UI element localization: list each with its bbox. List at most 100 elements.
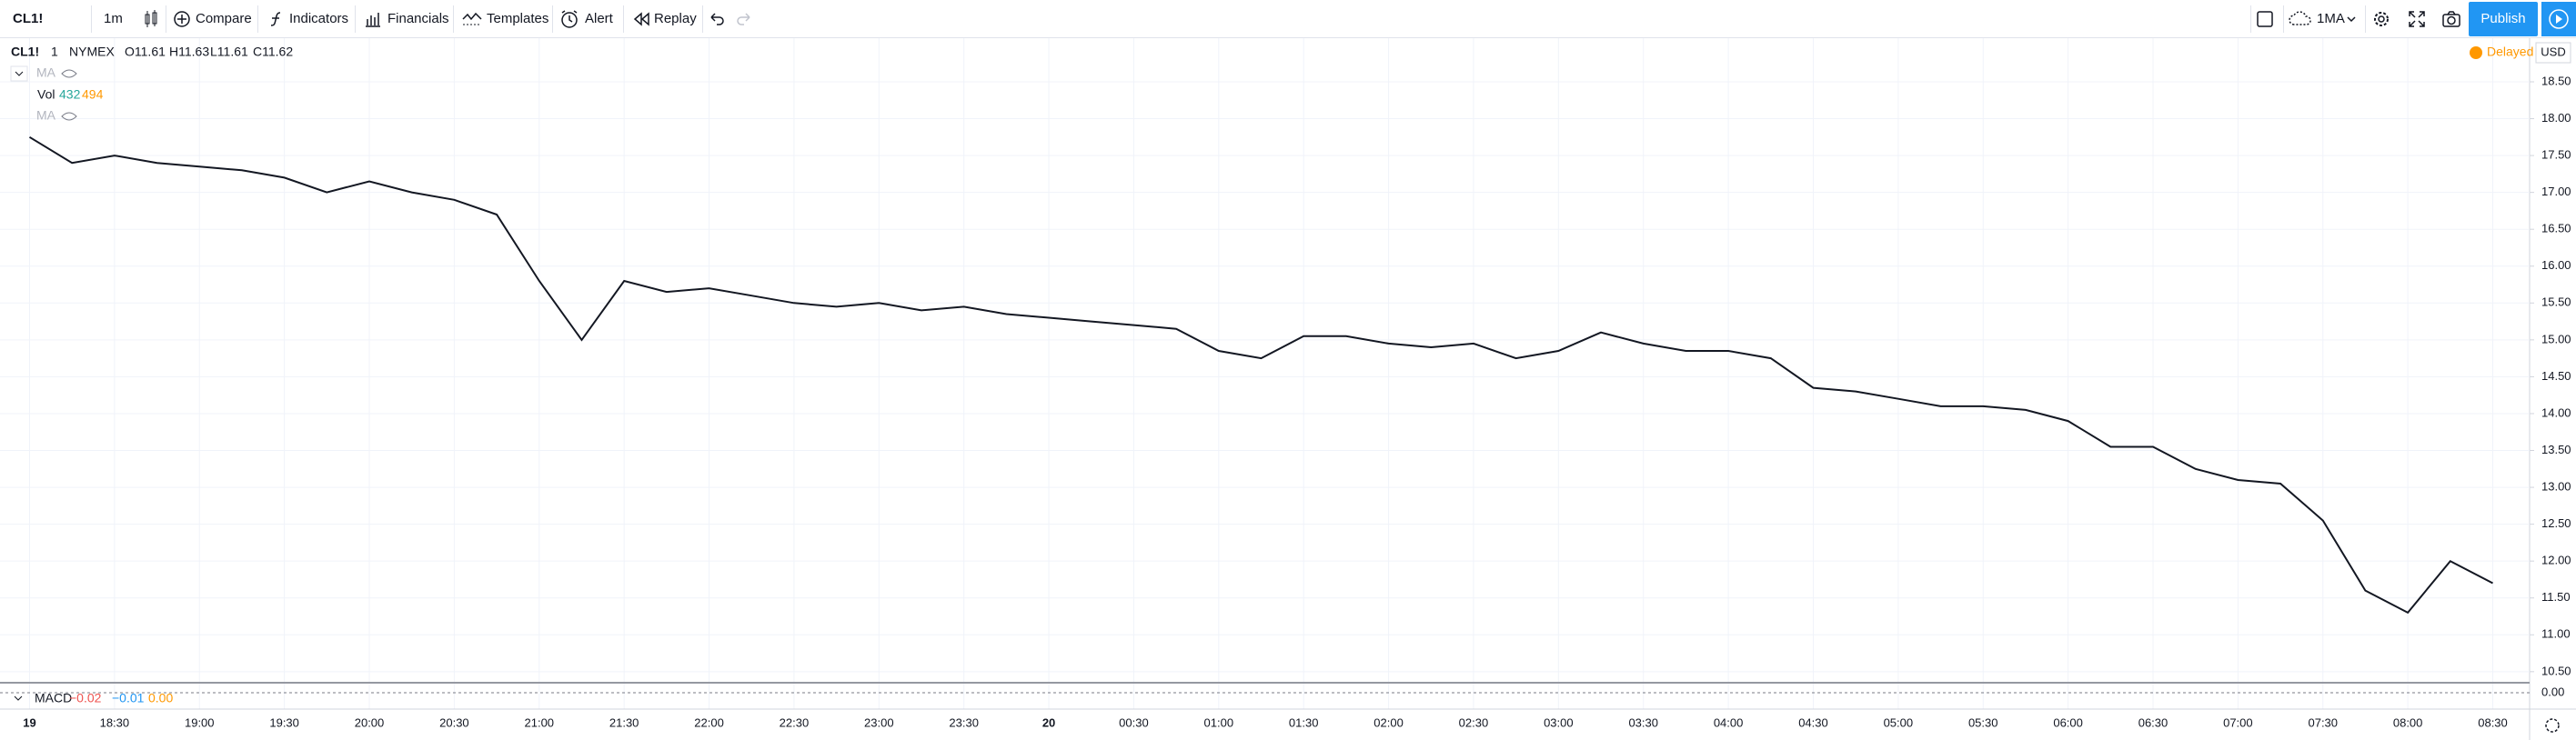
separator — [453, 5, 454, 33]
symbol[interactable]: CL1! — [13, 11, 44, 26]
axis-settings-icon[interactable] — [2545, 718, 2560, 733]
interval[interactable]: 1m — [104, 11, 123, 26]
chart-style-icon[interactable] — [142, 10, 160, 28]
collapse-toggle[interactable] — [10, 65, 28, 82]
legend-open: O11.61 — [125, 45, 166, 59]
legend-ma: MA — [36, 65, 56, 80]
macd-hist-value: 0.00 — [148, 691, 173, 705]
legend-interval: 1 — [51, 45, 58, 59]
x-tick-label: 07:00 — [2223, 715, 2253, 729]
y-tick-label: 13.50 — [2541, 443, 2571, 456]
x-tick-label: 23:00 — [864, 715, 894, 729]
x-tick-label: 21:00 — [525, 715, 555, 729]
visibility-icon[interactable] — [61, 112, 77, 121]
macd-chevron[interactable] — [14, 695, 23, 701]
legend-exchange: NYMEX — [69, 45, 115, 59]
compare-button[interactable]: Compare — [196, 11, 252, 26]
x-tick-label: 04:30 — [1798, 715, 1828, 729]
currency-box[interactable] — [2535, 42, 2571, 64]
macd-signal-value: −0.01 — [112, 691, 145, 705]
x-tick-label: 20:00 — [355, 715, 385, 729]
compare-icon — [174, 11, 190, 27]
fullscreen-icon[interactable] — [2408, 10, 2426, 28]
y-tick-label: 11.50 — [2541, 590, 2571, 604]
delayed-status: Delayed — [2487, 45, 2533, 59]
y-tick-label: 11.00 — [2541, 627, 2571, 641]
x-tick-label: 08:30 — [2478, 715, 2508, 729]
snapshot-icon[interactable] — [2441, 10, 2461, 28]
separator — [623, 5, 624, 33]
x-tick-label: 03:00 — [1544, 715, 1574, 729]
separator — [702, 5, 703, 33]
y-tick-label: 12.00 — [2541, 554, 2571, 567]
indicators-button[interactable]: Indicators — [289, 11, 349, 26]
templates-icon — [462, 12, 482, 25]
y-tick-label: 10.50 — [2541, 664, 2571, 677]
chevron-icon — [2347, 16, 2356, 23]
layout-name[interactable]: 1MA — [2317, 11, 2345, 26]
x-tick-label: 01:30 — [1289, 715, 1319, 729]
x-tick-label: 06:30 — [2138, 715, 2168, 729]
alert-button[interactable]: Alert — [585, 11, 613, 26]
toolbar: CL1! 1m Compare Indicators Financials Te… — [0, 0, 2576, 38]
x-tick-label: 19:30 — [269, 715, 299, 729]
collapse-chevron — [15, 71, 24, 76]
financials-button[interactable]: Financials — [387, 11, 449, 26]
y-tick-label: 18.50 — [2541, 74, 2571, 87]
legend-vol-ma-value: 494 — [82, 87, 104, 102]
y-tick-label: 14.00 — [2541, 405, 2571, 419]
publish-button[interactable]: Publish — [2469, 2, 2538, 36]
separator — [2365, 5, 2366, 33]
macd-label: MACD — [35, 691, 72, 705]
x-tick-label: 21:30 — [609, 715, 639, 729]
alert-icon — [561, 10, 578, 28]
separator — [2283, 5, 2284, 33]
x-tick-label: 03:30 — [1628, 715, 1658, 729]
x-tick-label: 02:30 — [1459, 715, 1489, 729]
y-tick-label: 14.50 — [2541, 369, 2571, 383]
separator — [2250, 5, 2251, 33]
x-tick-label: 05:30 — [1968, 715, 1998, 729]
y-tick-label: 16.00 — [2541, 258, 2571, 272]
legend-vol-ma: MA — [36, 108, 56, 123]
legend-low: L11.61 — [210, 45, 248, 59]
visibility-icon[interactable] — [61, 69, 77, 78]
delayed-icon — [2470, 46, 2482, 59]
price-line — [28, 135, 2493, 615]
undo-redo-icons[interactable] — [708, 10, 753, 28]
x-tick-label: 22:30 — [780, 715, 810, 729]
indicators-icon — [270, 12, 281, 26]
y-tick-label: 16.50 — [2541, 222, 2571, 235]
replay-button[interactable]: Replay — [654, 11, 697, 26]
legend-vol: Vol — [37, 87, 55, 102]
x-tick-label: 18:30 — [100, 715, 130, 729]
x-tick-label: 06:00 — [2053, 715, 2083, 729]
separator — [552, 5, 553, 33]
play-button[interactable] — [2541, 2, 2576, 36]
separator — [257, 5, 258, 33]
cloud-icon — [2289, 11, 2311, 25]
macd-value: −0.02 — [69, 691, 102, 705]
x-tick-label: 04:00 — [1714, 715, 1744, 729]
legend-close: C11.62 — [253, 45, 293, 59]
y-tick-label: 18.00 — [2541, 111, 2571, 125]
y-tick-label: 13.00 — [2541, 480, 2571, 494]
replay-icon — [633, 12, 649, 26]
x-tick-label: 08:00 — [2393, 715, 2423, 729]
settings-icon[interactable] — [2371, 9, 2391, 29]
legend-high: H11.63 — [169, 45, 209, 59]
separator — [91, 5, 92, 33]
financials-icon — [366, 13, 380, 27]
play-icon — [2549, 9, 2569, 29]
y-tick-label: 15.00 — [2541, 332, 2571, 345]
x-tick-label: 19:00 — [185, 715, 215, 729]
select-layout-icon[interactable] — [2256, 10, 2274, 28]
x-tick-label: 07:30 — [2308, 715, 2338, 729]
currency: USD — [2541, 45, 2565, 58]
legend-vol-value: 432 — [59, 87, 81, 102]
templates-button[interactable]: Templates — [487, 11, 549, 26]
macd-axis-label: 0.00 — [2541, 685, 2564, 698]
x-tick-label: 20 — [1042, 715, 1055, 729]
y-tick-label: 15.50 — [2541, 295, 2571, 309]
